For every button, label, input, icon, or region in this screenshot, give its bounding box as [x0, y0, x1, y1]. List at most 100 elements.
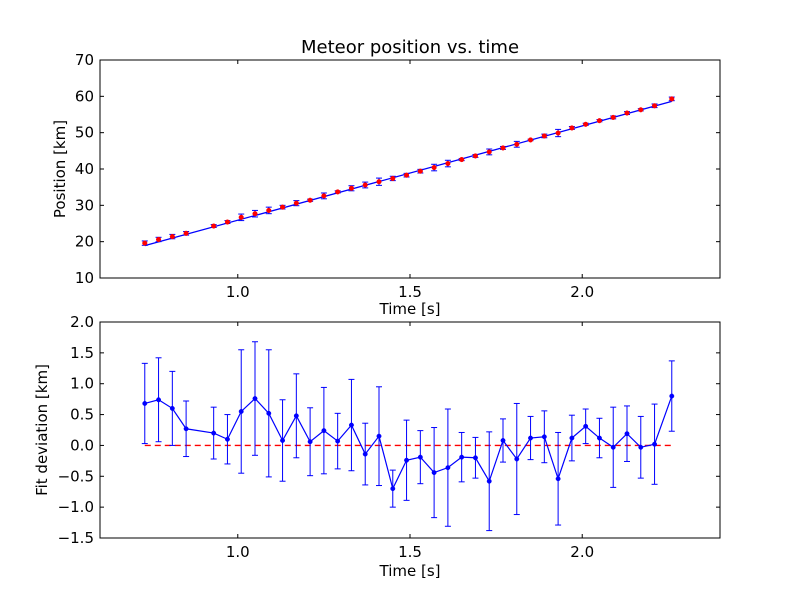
bottom-data-point: [486, 478, 492, 484]
bottom-y-tick-label: 0.5: [70, 406, 94, 424]
top-data-layer: [141, 96, 675, 247]
top-x-tick-label: 2.0: [570, 283, 594, 301]
bottom-data-point: [156, 397, 162, 403]
bottom-data-point: [404, 457, 410, 463]
top-data-point: [183, 230, 189, 236]
bottom-y-tick-label: 1.0: [70, 375, 94, 393]
top-data-point: [472, 153, 478, 159]
top-data-point: [652, 103, 658, 109]
bottom-data-point: [431, 470, 437, 476]
bottom-x-tick-label: 1.5: [398, 543, 422, 561]
bottom-y-tick-label: 1.5: [70, 344, 94, 362]
top-data-point: [348, 185, 354, 191]
top-data-point: [431, 164, 437, 171]
bottom-y-tick-label: 0.0: [70, 436, 94, 454]
top-data-point: [211, 223, 217, 229]
top-y-tick-label: 40: [75, 160, 94, 178]
top-ticks: 1.0 1.5 2.0 10 20 30 40 50 60 70: [75, 51, 720, 301]
top-data-point: [486, 149, 492, 155]
top-data-point: [528, 137, 534, 143]
bottom-data-point: [211, 430, 217, 436]
top-data-point: [142, 240, 148, 246]
top-y-axis-label: Position [km]: [51, 120, 69, 218]
bottom-data-point: [652, 441, 658, 447]
top-panel: Meteor position vs. time 1.0 1.5 2.0 10 20 30…: [51, 37, 721, 318]
top-data-point: [610, 114, 616, 120]
top-x-tick-label: 1.5: [398, 283, 422, 301]
top-data-point: [555, 130, 561, 136]
top-data-point: [583, 121, 589, 127]
bottom-data-point: [266, 410, 272, 416]
top-data-point: [541, 133, 547, 139]
bottom-panel: 1.0 1.5 2.0 −1.5 −1.0 −0.5 0.0 0.5 1.0 1.5 2.0 Tim…: [33, 313, 721, 580]
top-x-tick-label: 1.0: [226, 283, 250, 301]
top-data-point: [514, 141, 520, 147]
bottom-data-point: [669, 393, 675, 399]
bottom-x-tick-label: 2.0: [570, 543, 594, 561]
top-data-point: [569, 125, 575, 131]
bottom-data-point: [307, 439, 313, 445]
bottom-ticks: 1.0 1.5 2.0 −1.5 −1.0 −0.5 0.0 0.5 1.0 1.5 2.0: [58, 313, 720, 561]
bottom-data-point: [528, 435, 534, 441]
top-data-point: [390, 175, 396, 181]
top-data-point: [500, 145, 506, 151]
top-data-point: [335, 189, 341, 195]
bottom-data-point: [224, 436, 230, 442]
bottom-data-point: [555, 476, 561, 482]
bottom-data-point: [142, 401, 148, 406]
bottom-data-point: [445, 465, 451, 471]
bottom-data-point: [335, 438, 341, 444]
bottom-data-point: [169, 405, 175, 411]
top-data-point: [445, 161, 451, 167]
bottom-data-point: [183, 426, 189, 432]
top-data-point: [376, 179, 382, 185]
bottom-y-axis-label: Fit deviation [km]: [33, 364, 51, 496]
top-data-point: [624, 110, 630, 116]
bottom-data-point: [472, 455, 478, 461]
bottom-y-tick-label: −1.0: [58, 498, 94, 516]
top-data-point: [669, 96, 675, 102]
top-data-point: [321, 193, 327, 199]
top-data-point: [224, 219, 230, 225]
bottom-data-point: [569, 435, 575, 441]
bottom-data-point: [321, 428, 327, 434]
top-y-tick-label: 50: [75, 124, 94, 142]
bottom-data-point: [624, 431, 630, 437]
bottom-data-point: [376, 433, 382, 439]
top-data-point: [307, 197, 313, 203]
bottom-data-point: [583, 423, 589, 429]
top-data-point: [638, 107, 644, 113]
bottom-data-layer: [141, 341, 675, 532]
bottom-data-point: [500, 438, 506, 443]
bottom-data-point: [638, 444, 644, 450]
top-y-tick-label: 30: [75, 196, 94, 214]
bottom-data-point: [596, 435, 602, 441]
bottom-x-axis-label: Time [s]: [379, 562, 441, 580]
top-data-point: [459, 157, 465, 163]
top-y-tick-label: 10: [75, 269, 94, 287]
top-data-point: [362, 182, 368, 188]
top-y-tick-label: 20: [75, 233, 94, 251]
top-data-point: [404, 172, 410, 178]
bottom-data-point: [610, 444, 616, 450]
top-data-point: [169, 234, 175, 240]
top-data-point: [293, 200, 299, 206]
top-data-point: [280, 204, 286, 210]
bottom-data-point: [514, 456, 520, 462]
bottom-data-point: [541, 434, 547, 440]
top-title: Meteor position vs. time: [301, 37, 519, 58]
bottom-data-point: [459, 454, 465, 460]
bottom-x-tick-label: 1.0: [226, 543, 250, 561]
top-data-point: [238, 214, 244, 220]
top-data-point: [252, 211, 258, 217]
bottom-data-point: [293, 413, 299, 419]
bottom-y-tick-label: −1.5: [58, 529, 94, 547]
top-data-point: [156, 236, 162, 243]
bottom-y-tick-label: 2.0: [70, 313, 94, 331]
top-data-point: [266, 207, 272, 213]
bottom-data-point: [348, 422, 354, 428]
top-x-axis-label: Time [s]: [379, 300, 441, 318]
bottom-y-tick-label: −0.5: [58, 467, 94, 485]
